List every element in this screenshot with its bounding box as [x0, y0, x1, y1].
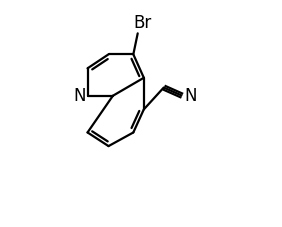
Text: Br: Br: [133, 14, 151, 32]
Text: N: N: [73, 87, 85, 105]
Text: N: N: [184, 87, 197, 105]
